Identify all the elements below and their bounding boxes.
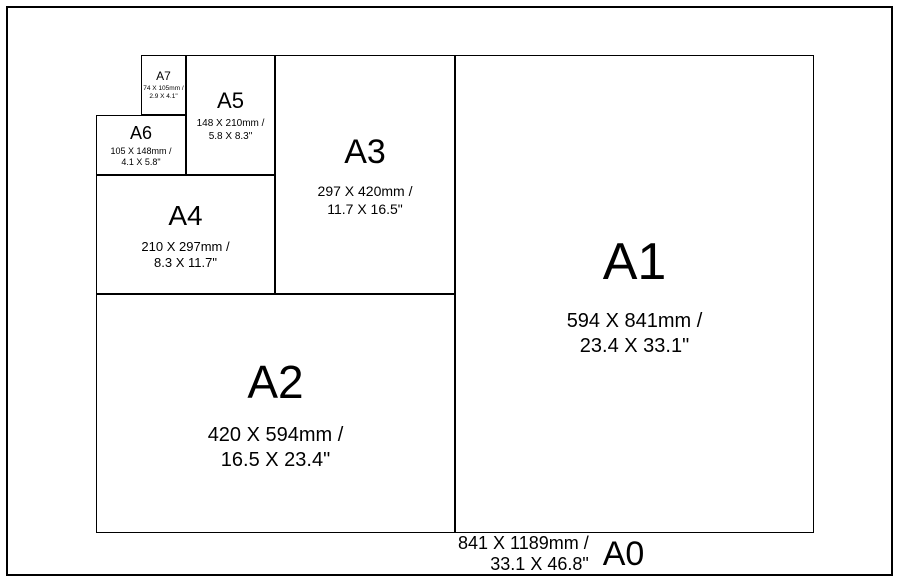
label-a4-name: A4 — [168, 198, 202, 233]
box-a7: A7 74 X 105mm / 2.9 X 4.1" — [141, 55, 186, 115]
label-a1-dims: 594 X 841mm / 23.4 X 33.1" — [567, 309, 703, 359]
label-a7-name: A7 — [156, 69, 171, 84]
label-a6-name: A6 — [130, 122, 152, 145]
label-a5-name: A5 — [217, 87, 244, 115]
label-a7-dims: 74 X 105mm / 2.9 X 4.1" — [143, 85, 183, 101]
box-a2: A2 420 X 594mm / 16.5 X 23.4" — [96, 294, 455, 533]
label-a2-name: A2 — [247, 354, 303, 412]
box-a5: A5 148 X 210mm / 5.8 X 8.3" — [186, 55, 275, 175]
label-a1-name: A1 — [603, 230, 667, 295]
label-a3-name: A3 — [344, 131, 386, 174]
label-a3-dims: 297 X 420mm / 11.7 X 16.5" — [318, 183, 413, 218]
box-a4: A4 210 X 297mm / 8.3 X 11.7" — [96, 175, 275, 294]
a0-footer: 841 X 1189mm / 33.1 X 46.8" A0 — [458, 533, 644, 575]
box-a1: A1 594 X 841mm / 23.4 X 33.1" — [455, 55, 814, 533]
label-a4-dims: 210 X 297mm / 8.3 X 11.7" — [141, 239, 229, 272]
label-a0-name: A0 — [603, 535, 645, 574]
box-a6: A6 105 X 148mm / 4.1 X 5.8" — [96, 115, 186, 175]
label-a0-dims: 841 X 1189mm / 33.1 X 46.8" — [458, 533, 589, 575]
label-a5-dims: 148 X 210mm / 5.8 X 8.3" — [197, 118, 265, 143]
label-a6-dims: 105 X 148mm / 4.1 X 5.8" — [110, 146, 171, 169]
box-a3: A3 297 X 420mm / 11.7 X 16.5" — [275, 55, 455, 294]
label-a2-dims: 420 X 594mm / 16.5 X 23.4" — [208, 423, 344, 473]
